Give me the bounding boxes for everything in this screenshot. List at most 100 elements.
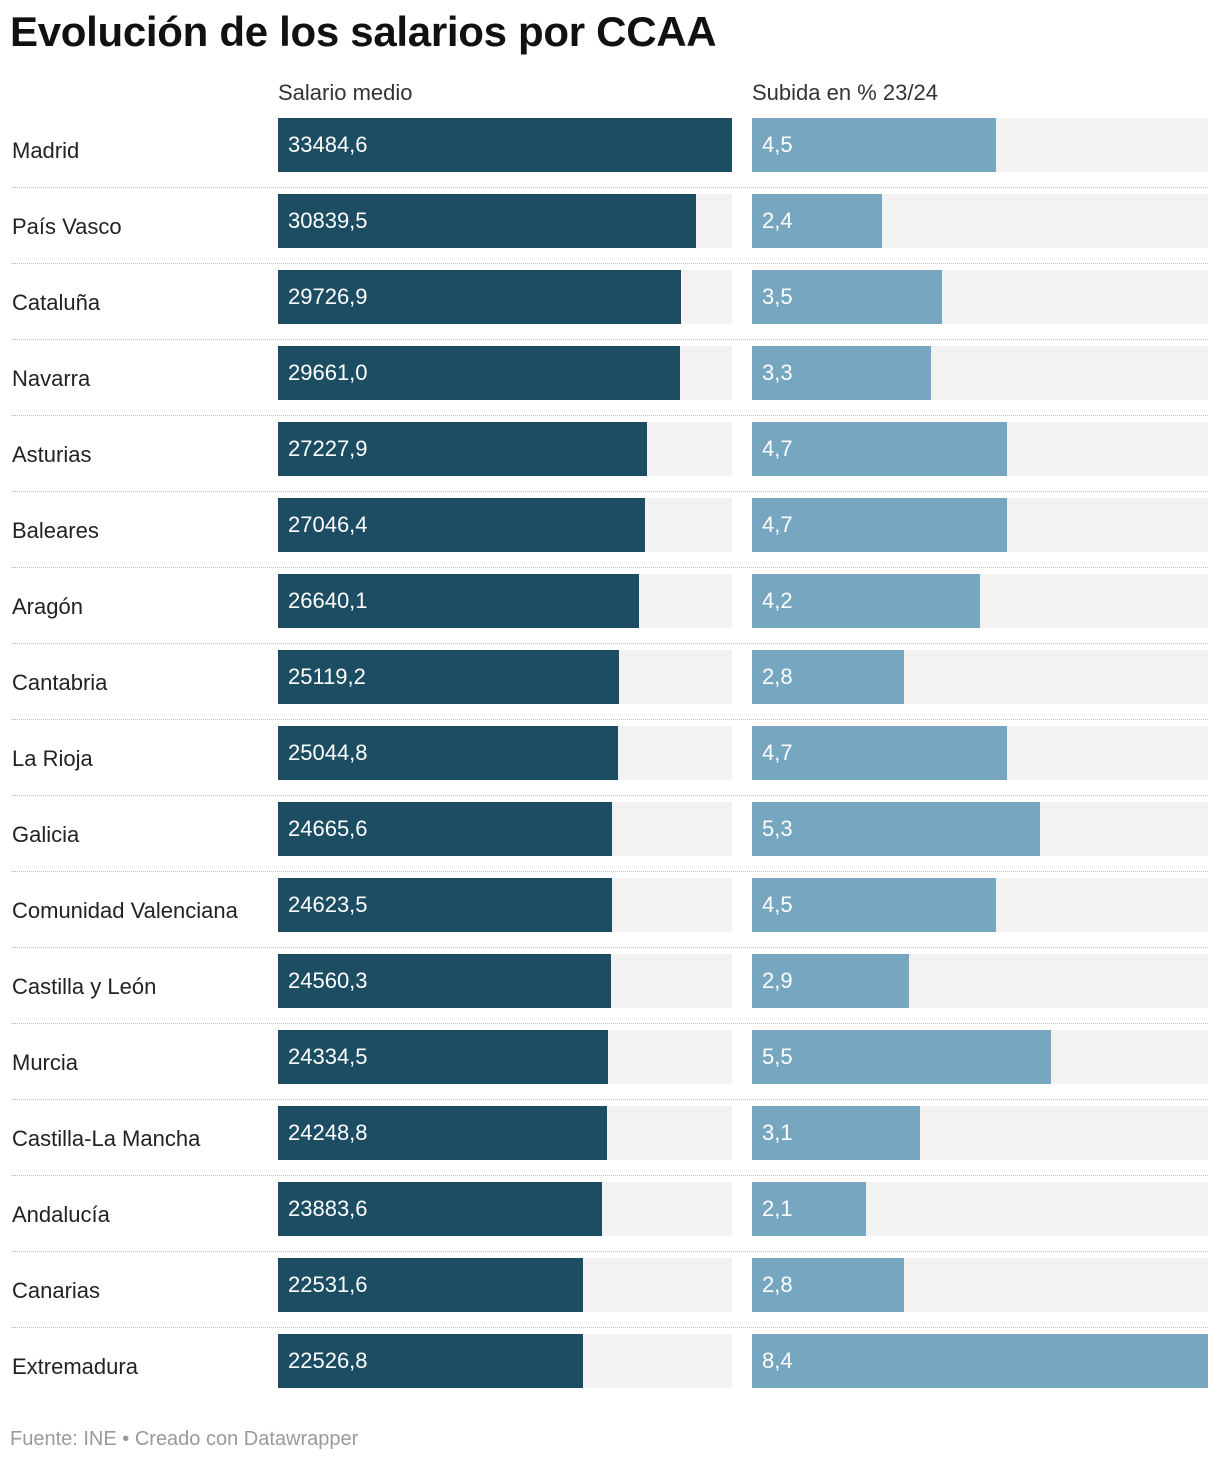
growth-bar bbox=[752, 650, 904, 704]
salary-bar-track: 26640,1 bbox=[278, 574, 732, 628]
chart-row: País Vasco 30839,5 2,4 bbox=[12, 188, 1208, 264]
row-divider bbox=[12, 491, 1208, 492]
growth-bar bbox=[752, 118, 996, 172]
salary-bar bbox=[278, 118, 732, 172]
growth-bar bbox=[752, 1030, 1051, 1084]
growth-value-label: 4,5 bbox=[762, 892, 793, 917]
growth-bar bbox=[752, 1106, 920, 1160]
growth-value-label: 3,5 bbox=[762, 284, 793, 309]
salary-value-label: 26640,1 bbox=[288, 588, 368, 613]
growth-bar-track: 3,5 bbox=[752, 270, 1208, 324]
growth-value-label: 5,5 bbox=[762, 1044, 793, 1069]
growth-value-label: 8,4 bbox=[762, 1348, 793, 1373]
column-header-salario: Salario medio bbox=[278, 80, 413, 105]
chart-row: Aragón 26640,1 4,2 bbox=[12, 568, 1208, 644]
growth-bar bbox=[752, 1182, 866, 1236]
salary-bar-track: 25044,8 bbox=[278, 726, 732, 780]
category-label: Madrid bbox=[12, 138, 80, 163]
salary-value-label: 25119,2 bbox=[288, 664, 366, 689]
salary-bar bbox=[278, 346, 680, 400]
salary-bar bbox=[278, 650, 619, 704]
salary-bar-track: 24665,6 bbox=[278, 802, 732, 856]
chart-row: Galicia 24665,6 5,3 bbox=[12, 796, 1208, 872]
salary-bar bbox=[278, 194, 696, 248]
growth-bar-track: 2,8 bbox=[752, 650, 1208, 704]
chart-row: Extremadura 22526,8 8,4 bbox=[12, 1328, 1208, 1404]
chart-row: La Rioja 25044,8 4,7 bbox=[12, 720, 1208, 796]
salary-bar-track: 23883,6 bbox=[278, 1182, 732, 1236]
category-label: Extremadura bbox=[12, 1354, 138, 1379]
row-divider bbox=[12, 567, 1208, 568]
salary-value-label: 29661,0 bbox=[288, 360, 368, 385]
growth-bar-track: 4,5 bbox=[752, 878, 1208, 932]
salary-bar-track: 24334,5 bbox=[278, 1030, 732, 1084]
growth-bar bbox=[752, 270, 942, 324]
chart-row: Asturias 27227,9 4,7 bbox=[12, 416, 1208, 492]
salary-value-label: 29726,9 bbox=[288, 284, 368, 309]
salary-value-label: 22526,8 bbox=[288, 1348, 368, 1373]
growth-value-label: 2,8 bbox=[762, 664, 793, 689]
salary-bar-track: 30839,5 bbox=[278, 194, 732, 248]
row-divider bbox=[12, 1327, 1208, 1328]
salary-bar-track: 24248,8 bbox=[278, 1106, 732, 1160]
salary-bar bbox=[278, 1182, 602, 1236]
salary-bar-track: 24560,3 bbox=[278, 954, 732, 1008]
chart-row: Navarra 29661,0 3,3 bbox=[12, 340, 1208, 416]
category-label: Navarra bbox=[12, 366, 91, 391]
chart-row: Murcia 24334,5 5,5 bbox=[12, 1024, 1208, 1100]
growth-bar-track: 4,7 bbox=[752, 498, 1208, 552]
growth-value-label: 2,1 bbox=[762, 1196, 793, 1221]
salary-bar-track: 33484,6 bbox=[278, 118, 732, 172]
salary-value-label: 24334,5 bbox=[288, 1044, 368, 1069]
row-divider bbox=[12, 947, 1208, 948]
growth-bar-track: 5,5 bbox=[752, 1030, 1208, 1084]
category-label: La Rioja bbox=[12, 746, 93, 771]
chart-row: Castilla y León 24560,3 2,9 bbox=[12, 948, 1208, 1024]
row-divider bbox=[12, 263, 1208, 264]
salary-bar bbox=[278, 1258, 583, 1312]
salary-bar bbox=[278, 1030, 608, 1084]
category-label: Canarias bbox=[12, 1278, 101, 1303]
row-divider bbox=[12, 187, 1208, 188]
salary-bar bbox=[278, 726, 618, 780]
chart-row: Madrid 33484,6 4,5 bbox=[12, 112, 1208, 188]
salary-bar bbox=[278, 802, 612, 856]
chart-row: Cantabria 25119,2 2,8 bbox=[12, 644, 1208, 720]
salary-value-label: 24665,6 bbox=[288, 816, 368, 841]
growth-value-label: 4,7 bbox=[762, 740, 793, 765]
category-label: Cantabria bbox=[12, 670, 108, 695]
growth-bar-track: 4,7 bbox=[752, 726, 1208, 780]
growth-bar-track: 3,3 bbox=[752, 346, 1208, 400]
row-divider bbox=[12, 1175, 1208, 1176]
growth-bar bbox=[752, 194, 882, 248]
growth-value-label: 3,3 bbox=[762, 360, 793, 385]
salary-value-label: 27227,9 bbox=[288, 436, 368, 461]
salary-bar-track: 29661,0 bbox=[278, 346, 732, 400]
salary-value-label: 22531,6 bbox=[288, 1272, 368, 1297]
row-divider bbox=[12, 643, 1208, 644]
row-divider bbox=[12, 795, 1208, 796]
row-divider bbox=[12, 719, 1208, 720]
salary-value-label: 24248,8 bbox=[288, 1120, 368, 1145]
chart-title: Evolución de los salarios por CCAA bbox=[10, 8, 717, 55]
growth-bar-track: 4,5 bbox=[752, 118, 1208, 172]
salary-bar bbox=[278, 954, 611, 1008]
growth-bar-track: 4,7 bbox=[752, 422, 1208, 476]
growth-bar bbox=[752, 802, 1040, 856]
growth-value-label: 5,3 bbox=[762, 816, 793, 841]
salary-bar-track: 24623,5 bbox=[278, 878, 732, 932]
growth-bar-track: 2,9 bbox=[752, 954, 1208, 1008]
category-label: Baleares bbox=[12, 518, 99, 543]
growth-bar-track: 2,1 bbox=[752, 1182, 1208, 1236]
salary-value-label: 30839,5 bbox=[288, 208, 368, 233]
salary-bar-track: 25119,2 bbox=[278, 650, 732, 704]
growth-bar bbox=[752, 1334, 1208, 1388]
row-divider bbox=[12, 339, 1208, 340]
category-label: Aragón bbox=[12, 594, 83, 619]
salary-bar bbox=[278, 1334, 583, 1388]
growth-bar bbox=[752, 726, 1007, 780]
salary-value-label: 23883,6 bbox=[288, 1196, 368, 1221]
growth-bar-track: 3,1 bbox=[752, 1106, 1208, 1160]
row-divider bbox=[12, 415, 1208, 416]
growth-value-label: 4,5 bbox=[762, 132, 793, 157]
